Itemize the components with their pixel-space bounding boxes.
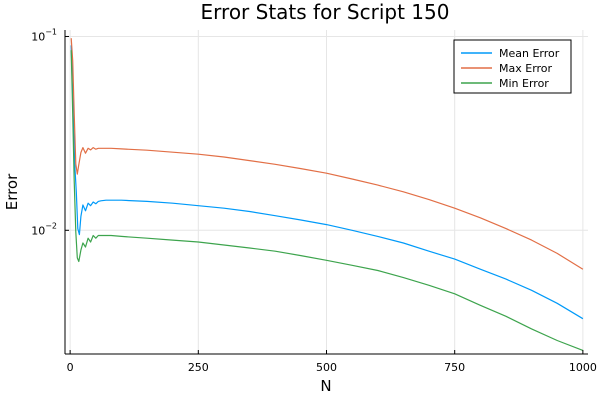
- x-tick-label: 250: [188, 361, 209, 374]
- legend: Mean Error Max Error Min Error: [453, 39, 572, 94]
- y-tick-exponent: −1: [45, 27, 57, 36]
- legend-box: [453, 39, 572, 94]
- series-line-min-error: [70, 50, 584, 351]
- x-tick-label: 750: [444, 361, 465, 374]
- y-tick-label: 10−2: [31, 221, 57, 237]
- chart-title: Error Stats for Script 150: [201, 0, 450, 24]
- y-tick-label: 10−1: [31, 27, 57, 43]
- legend-label: Min Error: [499, 77, 549, 90]
- x-tick-label: 500: [316, 361, 337, 374]
- series-line-mean-error: [70, 45, 584, 320]
- x-tick-label: 0: [67, 361, 74, 374]
- x-tick-label: 1000: [569, 361, 597, 374]
- series-line-max-error: [70, 38, 584, 270]
- y-tick-exponent: −2: [45, 221, 57, 230]
- y-tick-base: 10: [31, 224, 45, 237]
- y-tick-base: 10: [31, 30, 45, 43]
- y-axis-label: Error: [3, 173, 21, 210]
- x-axis-label: N: [320, 377, 331, 395]
- series-layer: [70, 38, 584, 351]
- legend-label: Max Error: [499, 62, 553, 75]
- legend-label: Mean Error: [499, 47, 560, 60]
